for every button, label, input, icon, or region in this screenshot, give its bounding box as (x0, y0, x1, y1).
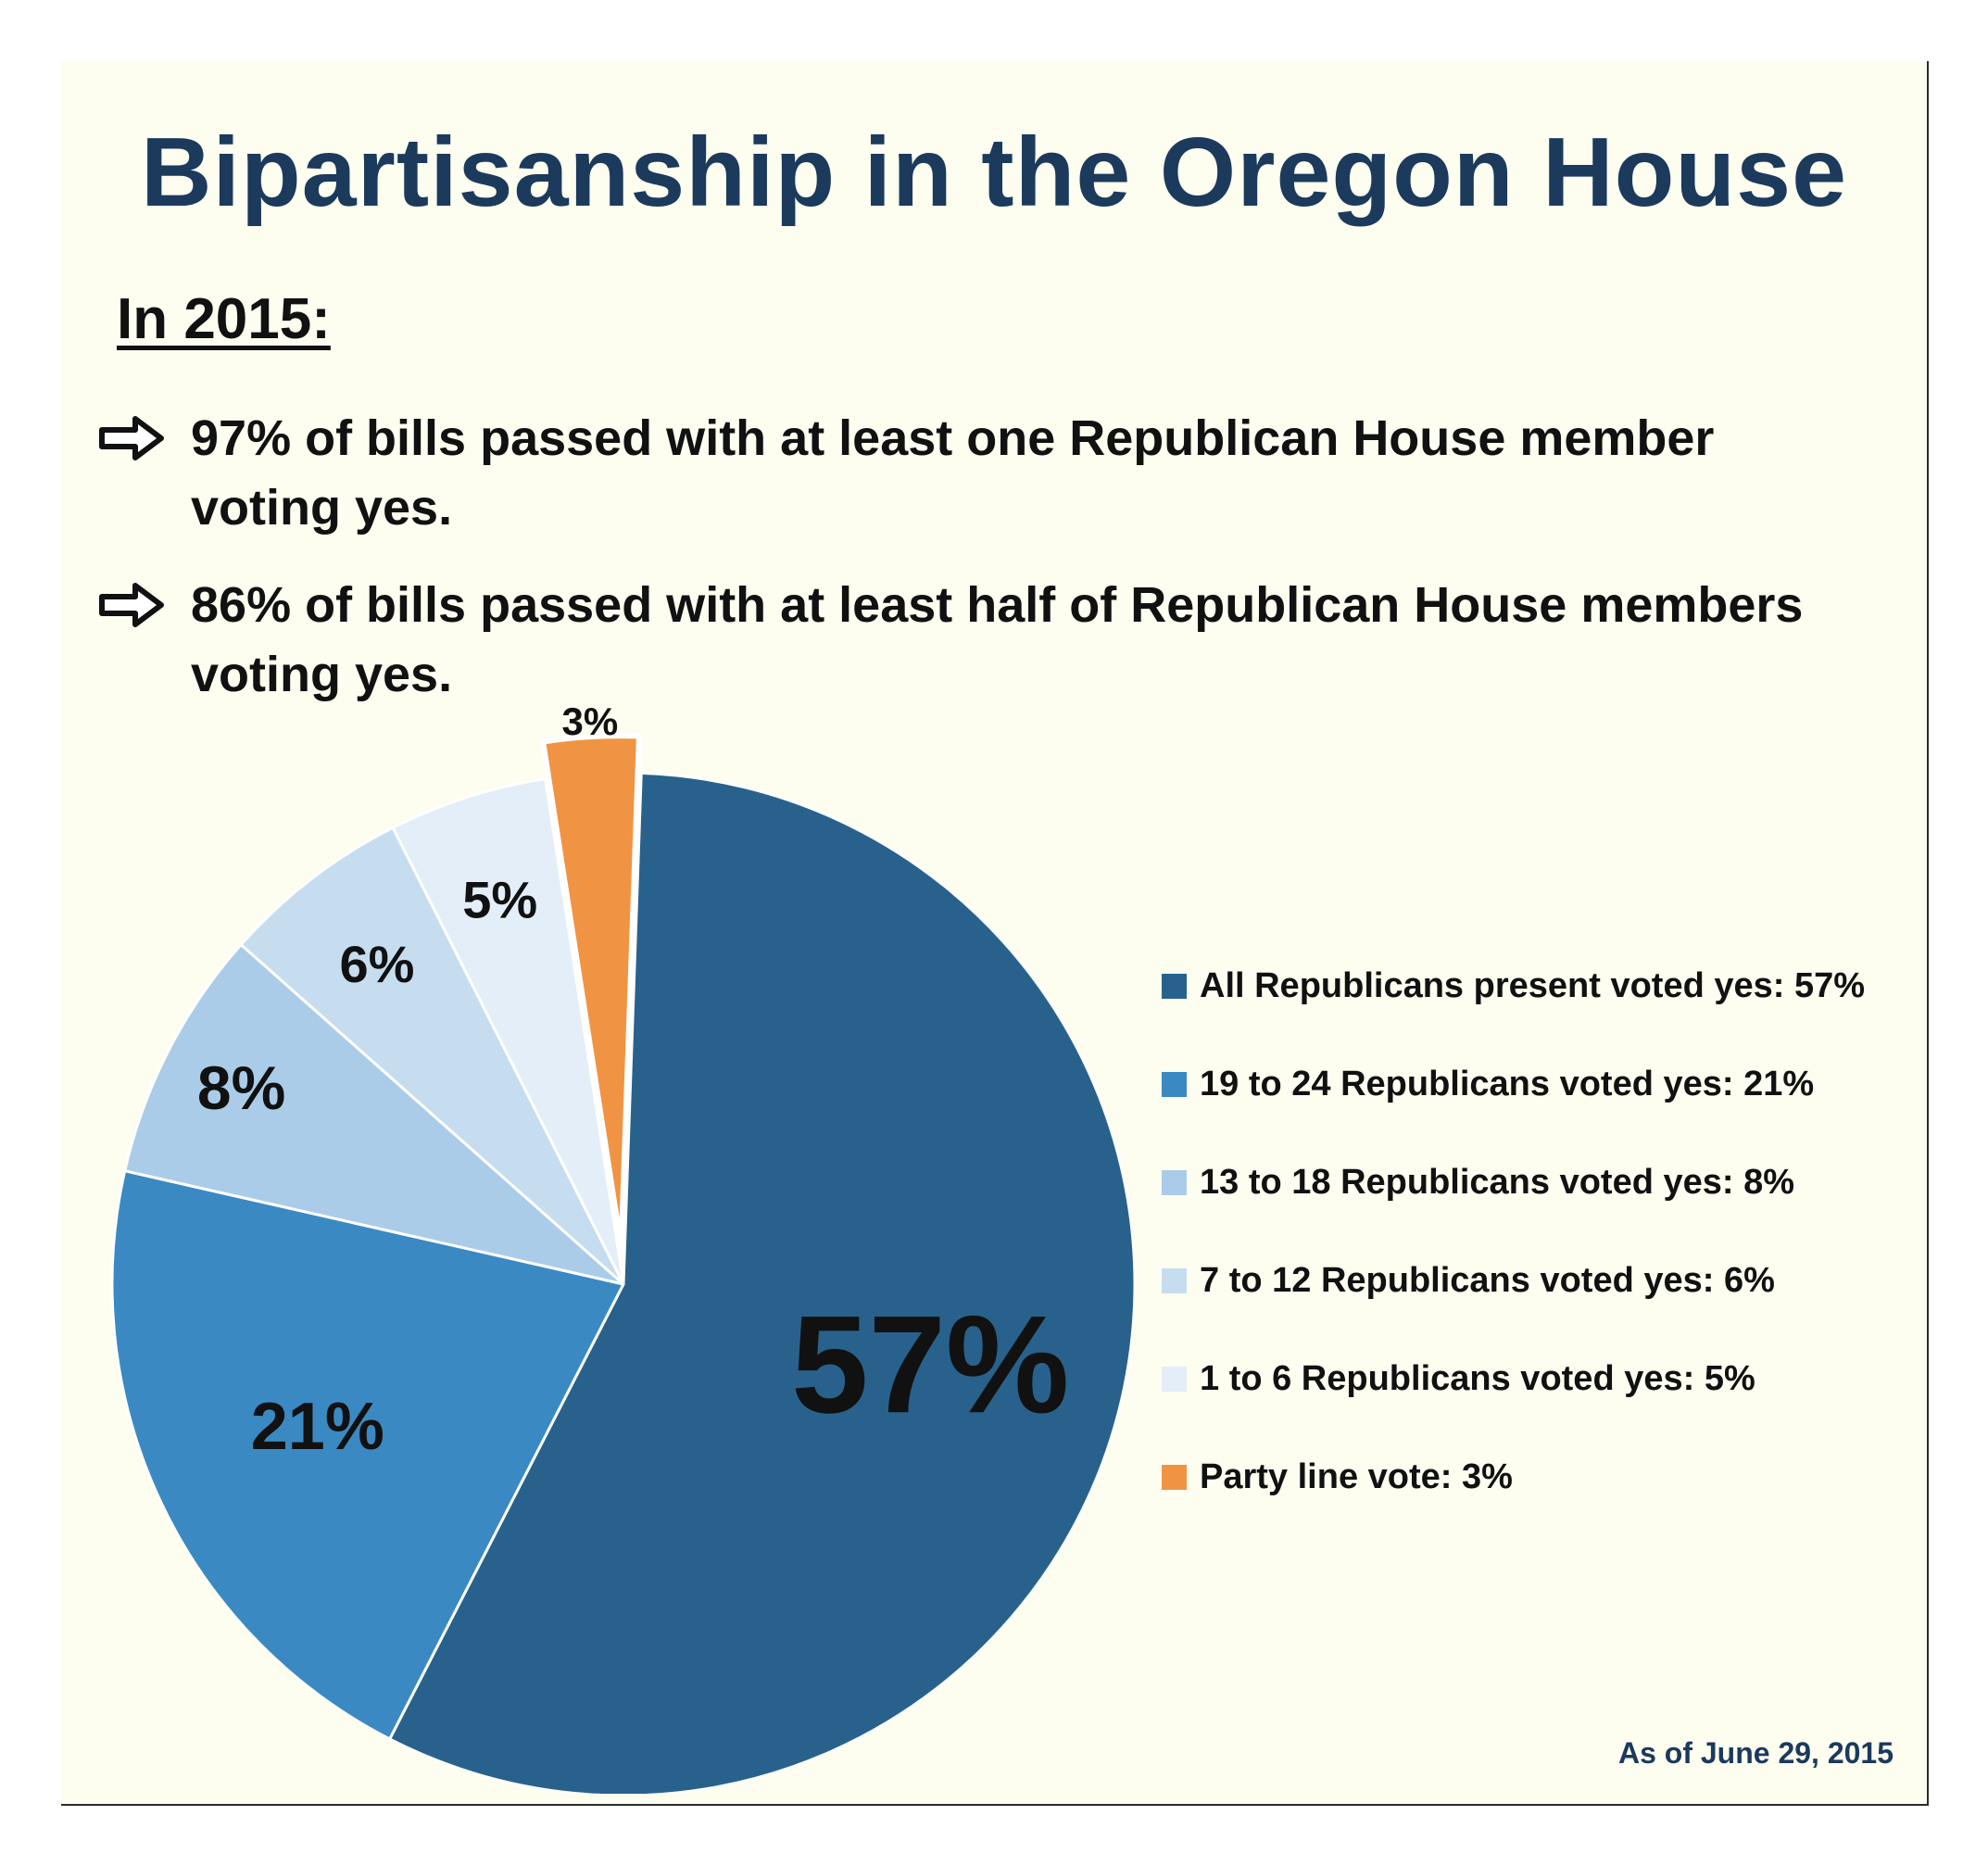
chart-title: Bipartisanship in the Oregon House (140, 118, 1848, 227)
legend-swatch (1162, 1267, 1187, 1293)
legend-swatch (1162, 1464, 1187, 1490)
pie-slice (110, 1169, 625, 1741)
chart-legend: All Republicans present voted yes: 57% 19… (1162, 937, 1865, 1526)
right-arrow-icon (99, 416, 164, 460)
slice-data-label: 5% (462, 870, 537, 928)
legend-swatch (1162, 1169, 1187, 1195)
slice-data-label: 21% (251, 1390, 384, 1464)
slice-data-label: 6% (339, 935, 414, 993)
pie-slice (123, 943, 625, 1286)
pie-chart: 57% 21% 8% 6% 5% 3% (110, 700, 1137, 1794)
right-arrow-icon (99, 583, 164, 627)
infographic-card: Bipartisanship in the Oregon House In 20… (61, 61, 1929, 1806)
legend-swatch (1162, 973, 1187, 999)
slice-data-label: 3% (562, 700, 619, 743)
legend-label: 7 to 12 Republicans voted yes: 6% (1200, 1260, 1775, 1300)
legend-item: 19 to 24 Republicans voted yes: 21% (1162, 1035, 1865, 1133)
legend-label: Party line vote: 3% (1200, 1456, 1513, 1496)
legend-swatch (1162, 1366, 1187, 1392)
legend-item: 1 to 6 Republicans voted yes: 5% (1162, 1330, 1865, 1428)
legend-label: 19 to 24 Republicans voted yes: 21% (1200, 1064, 1815, 1103)
legend-swatch (1162, 1071, 1187, 1097)
pie-slice (239, 826, 625, 1286)
legend-item: All Republicans present voted yes: 57% (1162, 937, 1865, 1035)
legend-label: 1 to 6 Republicans voted yes: 5% (1200, 1358, 1755, 1398)
slice-data-label: 8% (197, 1053, 285, 1122)
slice-data-label: 57% (791, 1286, 1069, 1442)
legend-label: All Republicans present voted yes: 57% (1200, 965, 1866, 1005)
bullet-item: 97% of bills passed with at least one Re… (98, 404, 1877, 543)
pie-slice (391, 776, 625, 1286)
bullet-text: 97% of bills passed with at least one Re… (191, 410, 1715, 536)
date-footnote: As of June 29, 2015 (1617, 1736, 1894, 1770)
subheading: In 2015: (117, 287, 331, 351)
pie-slice (388, 771, 1137, 1794)
legend-item: Party line vote: 3% (1162, 1428, 1865, 1526)
pie-slice (540, 733, 642, 1251)
legend-label: 13 to 18 Republicans voted yes: 8% (1200, 1162, 1795, 1202)
bullet-item: 86% of bills passed with at least half o… (98, 571, 1877, 710)
legend-item: 13 to 18 Republicans voted yes: 8% (1162, 1133, 1865, 1231)
legend-item: 7 to 12 Republicans voted yes: 6% (1162, 1231, 1865, 1330)
bullet-text: 86% of bills passed with at least half o… (191, 577, 1804, 702)
